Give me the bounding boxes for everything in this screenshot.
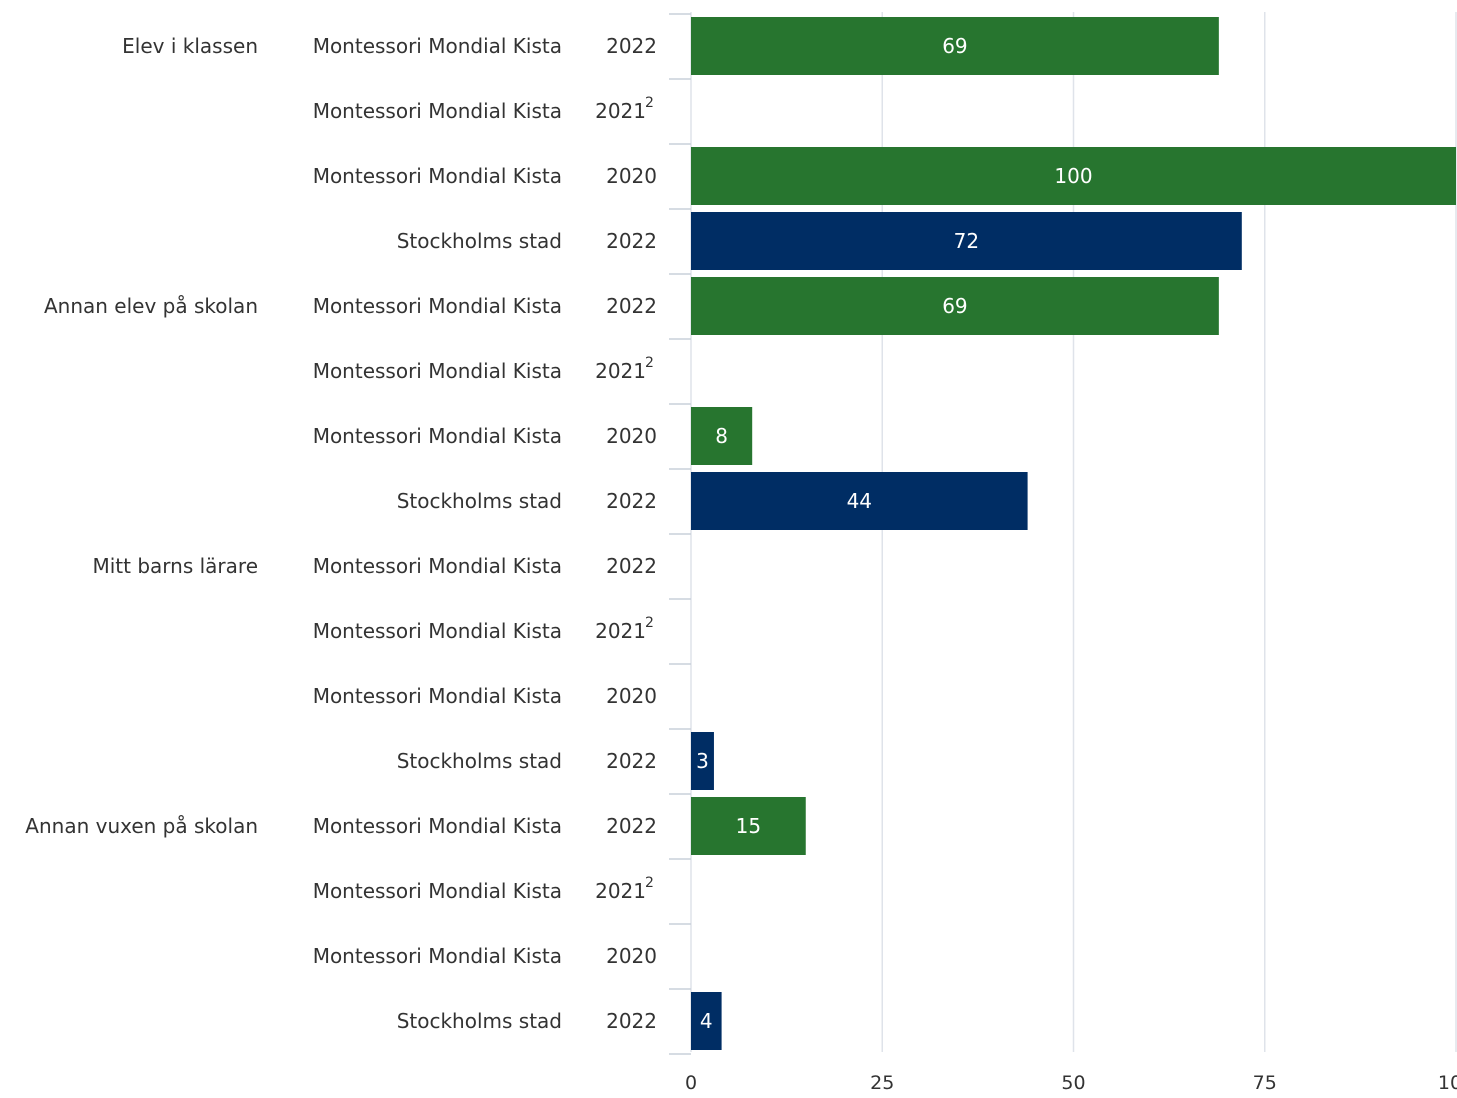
entity-label: Montessori Mondial Kista (313, 359, 562, 383)
bar (691, 212, 1242, 270)
year-label: 2020 (606, 944, 657, 968)
bar-value-label: 72 (954, 229, 979, 253)
bar (691, 147, 1456, 205)
bar (691, 732, 714, 790)
year-label: 2021 (595, 619, 646, 643)
bar (691, 277, 1219, 335)
bar-value-label: 4 (700, 1009, 713, 1033)
year-label: 2021 (595, 99, 646, 123)
entity-label: Montessori Mondial Kista (313, 424, 562, 448)
bar-value-label: 3 (696, 749, 709, 773)
category-label: Annan elev på skolan (44, 294, 258, 318)
bar-value-label: 44 (847, 489, 872, 513)
year-label: 2021 (595, 879, 646, 903)
bar (691, 17, 1219, 75)
entity-label: Montessori Mondial Kista (313, 944, 562, 968)
year-label: 2022 (606, 814, 657, 838)
entity-label: Stockholms stad (397, 749, 562, 773)
year-label: 2020 (606, 164, 657, 188)
bar-value-label: 69 (942, 294, 967, 318)
bar-value-label: 8 (715, 424, 728, 448)
entity-label: Montessori Mondial Kista (313, 34, 562, 58)
entity-label: Montessori Mondial Kista (313, 99, 562, 123)
year-label: 2022 (606, 554, 657, 578)
bar-value-label: 100 (1054, 164, 1092, 188)
x-tick-label: 100 (1438, 1072, 1457, 1094)
footnote-marker: 2 (645, 615, 654, 631)
entity-label: Stockholms stad (397, 1009, 562, 1033)
entity-label: Stockholms stad (397, 229, 562, 253)
year-label: 2022 (606, 489, 657, 513)
year-label: 2022 (606, 294, 657, 318)
entity-label: Montessori Mondial Kista (313, 164, 562, 188)
year-label: 2022 (606, 1009, 657, 1033)
x-tick-label: 0 (685, 1072, 697, 1094)
entity-label: Stockholms stad (397, 489, 562, 513)
entity-label: Montessori Mondial Kista (313, 684, 562, 708)
year-label: 2022 (606, 229, 657, 253)
category-label: Mitt barns lärare (92, 554, 258, 578)
footnote-marker: 2 (645, 355, 654, 371)
bar (691, 992, 722, 1050)
footnote-marker: 2 (645, 875, 654, 891)
entity-label: Montessori Mondial Kista (313, 814, 562, 838)
entity-label: Montessori Mondial Kista (313, 294, 562, 318)
year-label: 2022 (606, 749, 657, 773)
x-tick-label: 50 (1061, 1072, 1085, 1094)
category-label: Annan vuxen på skolan (25, 814, 258, 838)
year-label: 2020 (606, 424, 657, 448)
year-label: 2020 (606, 684, 657, 708)
labels-layer: Elev i klassen Montessori Mondial Kista 20… (25, 34, 1092, 1033)
entity-label: Montessori Mondial Kista (313, 879, 562, 903)
bars-layer (691, 17, 1456, 1050)
year-label: 2022 (606, 34, 657, 58)
x-tick-label: 75 (1253, 1072, 1277, 1094)
entity-label: Montessori Mondial Kista (313, 554, 562, 578)
bar-value-label: 69 (942, 34, 967, 58)
bar (691, 407, 753, 465)
x-tick-label: 25 (870, 1072, 894, 1094)
year-label: 2021 (595, 359, 646, 383)
bar (691, 472, 1028, 530)
x-axis: 0 25 50 75 100 (685, 1072, 1457, 1094)
category-label: Elev i klassen (122, 34, 258, 58)
footnote-marker: 2 (645, 95, 654, 111)
bar-value-label: 15 (736, 814, 761, 838)
bar (691, 797, 806, 855)
entity-label: Montessori Mondial Kista (313, 619, 562, 643)
